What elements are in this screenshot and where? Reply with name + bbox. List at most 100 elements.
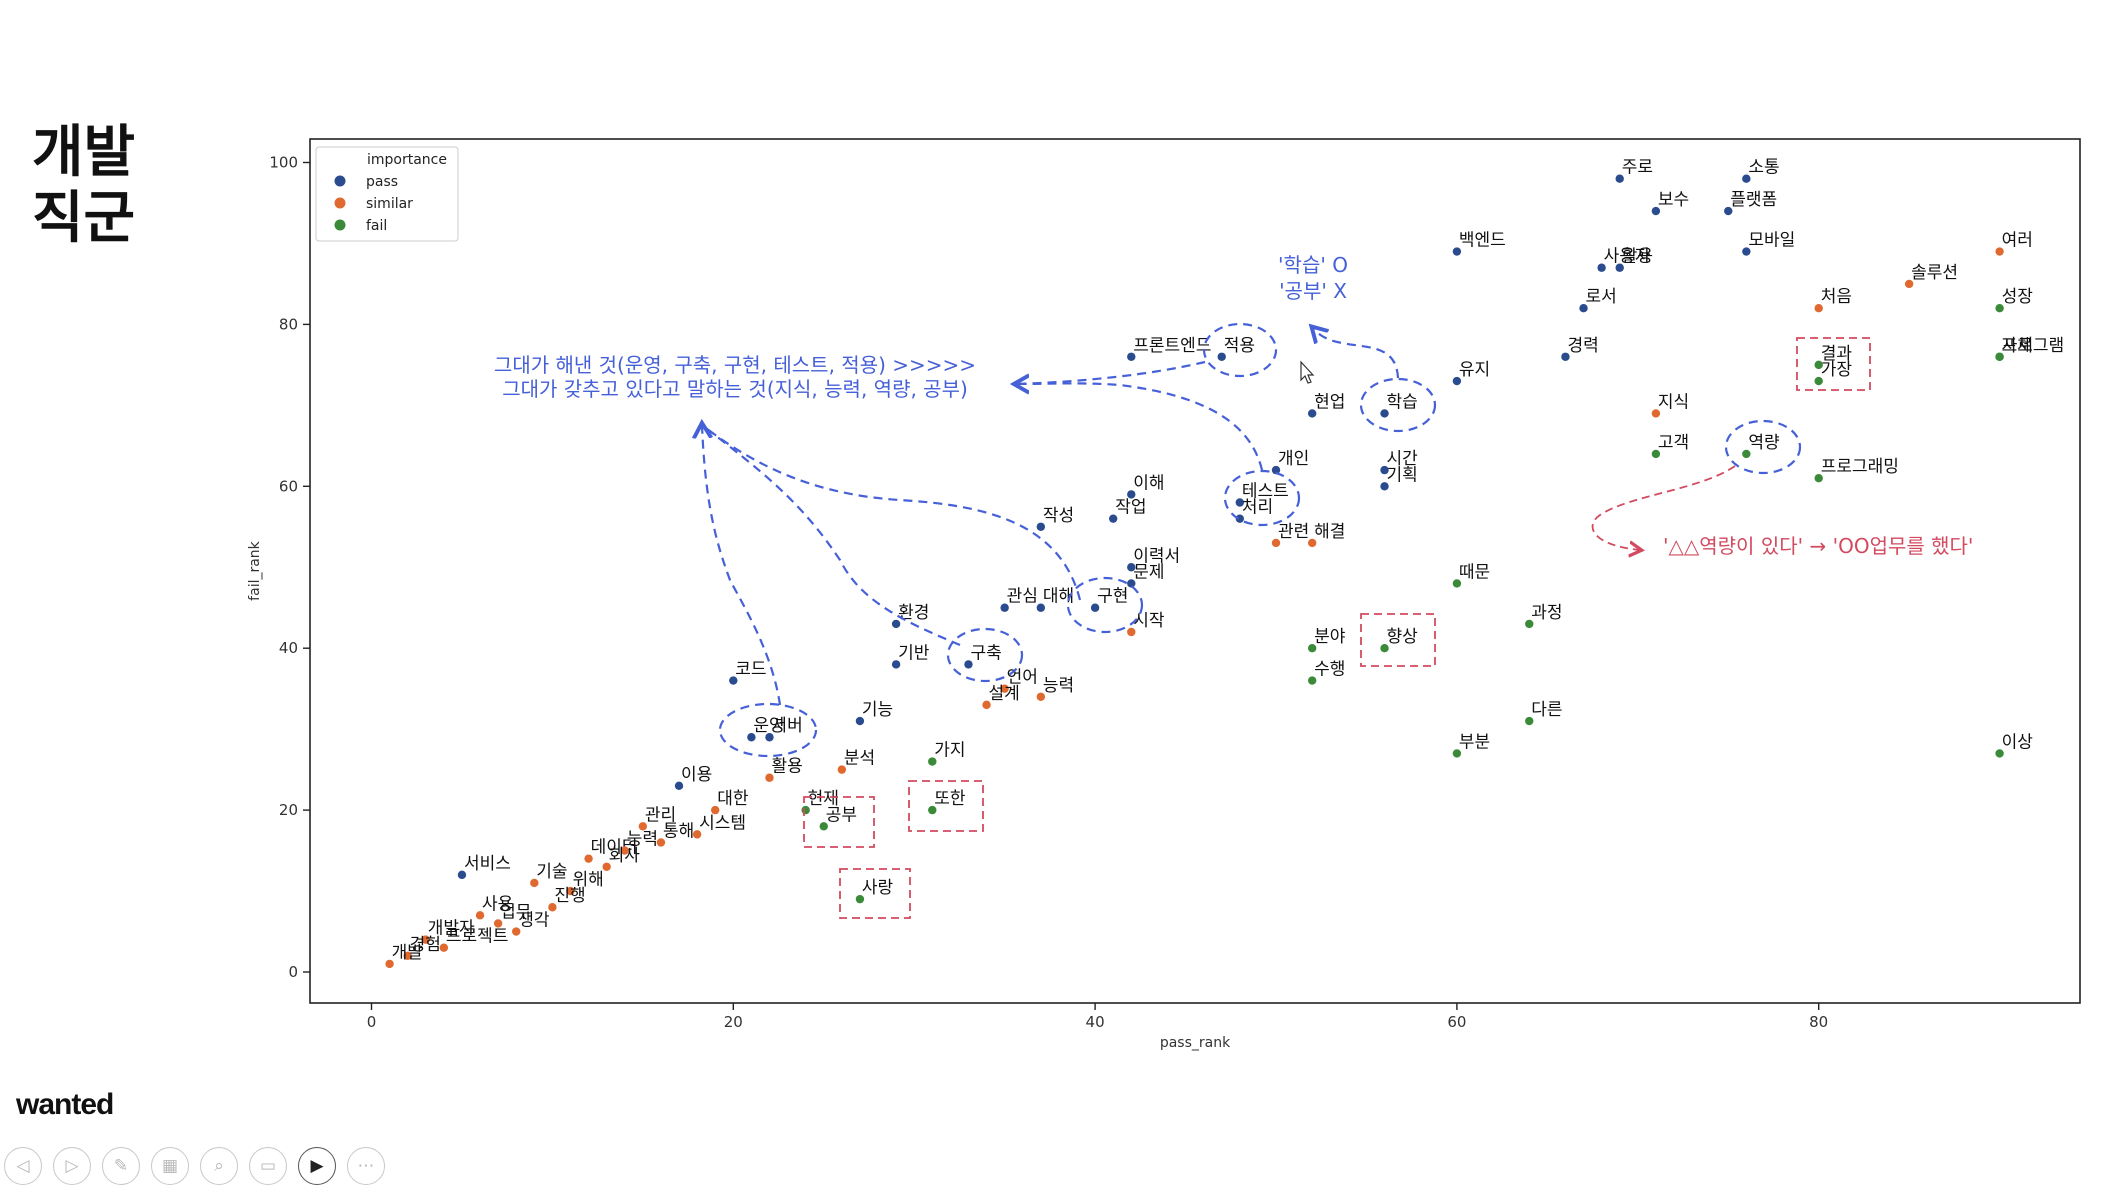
data-point-pass [1742, 174, 1751, 183]
point-label: 구축 [970, 643, 1001, 663]
point-label: 사랑 [862, 878, 894, 898]
arrow-학습 [1313, 328, 1400, 379]
point-label: 기반 [898, 643, 930, 663]
subtitles-icon[interactable]: ▭ [249, 1147, 287, 1185]
data-point-pass [1307, 409, 1317, 418]
legend-label-fail: fail [366, 218, 387, 234]
point-label: 서버 [771, 716, 802, 736]
data-point-pass [1000, 603, 1009, 612]
point-label: 때문 [1459, 562, 1490, 582]
data-point-similar [692, 830, 702, 839]
data-point-pass [1036, 522, 1046, 531]
point-label: 보수 [1658, 190, 1689, 210]
point-label: 생각 [518, 911, 550, 931]
point-label: 관리 [645, 805, 676, 825]
point-label: 분석 [844, 749, 875, 769]
data-point-pass [747, 733, 756, 742]
point-label: 다른 [1531, 700, 1562, 720]
data-point-similar [1127, 627, 1136, 637]
point-label: 관심 [1007, 587, 1038, 607]
y-tick-label: 80 [279, 315, 298, 333]
data-point-similar [512, 927, 521, 936]
data-point-fail [1995, 749, 2004, 758]
annotation-learn-line2: '공부' X [1279, 279, 1347, 303]
arrow-역량 [1591, 465, 1736, 550]
point-label: 개발자 [428, 919, 475, 939]
point-label: 가장 [1821, 360, 1853, 380]
point-label: 업무 [500, 902, 531, 922]
legend-marker-pass [334, 175, 346, 187]
slides-grid-icon[interactable]: ▦ [151, 1147, 189, 1185]
point-label: 프로그램 [2002, 336, 2065, 356]
chart-frame [309, 138, 2081, 1004]
point-label: 기능 [862, 700, 893, 720]
data-point-pass [1127, 352, 1136, 361]
circle-역량 [1724, 419, 1802, 475]
point-label: 시작 [1133, 611, 1165, 631]
point-label: 사용 [482, 894, 513, 914]
point-label: 플랫폼 [1730, 190, 1777, 210]
zoom-icon[interactable]: ⌕ [200, 1147, 238, 1185]
data-point-similar [584, 854, 593, 863]
data-point-similar [982, 700, 991, 710]
data-point-fail [1452, 749, 1462, 758]
slide-title-line2: 직군 [32, 186, 136, 251]
data-point-pass [891, 660, 901, 669]
data-point-fail [1995, 304, 2004, 313]
legend-box [315, 146, 459, 242]
point-label: 기획 [1387, 465, 1418, 485]
data-point-similar [1995, 247, 2004, 256]
point-label: 지식 [1658, 392, 1689, 412]
data-point-similar [421, 935, 430, 944]
data-point-fail [1307, 644, 1317, 653]
data-point-similar [602, 862, 611, 871]
point-label: 이해 [1133, 473, 1164, 493]
legend-label-pass: pass [366, 174, 398, 190]
y-tick-label: 20 [279, 801, 298, 819]
point-label: 대해 [1043, 587, 1074, 607]
next-slide-icon[interactable]: ▷ [53, 1147, 91, 1185]
point-label: 현재 [808, 789, 839, 809]
circle-구축 [946, 627, 1024, 683]
point-label: 통해 [663, 821, 694, 841]
data-point-similar [711, 805, 720, 815]
point-label: 이상 [2002, 732, 2034, 752]
legend-marker-similar [334, 197, 346, 209]
data-point-pass [1271, 465, 1281, 475]
point-label: 역량 [1748, 433, 1780, 453]
point-label: 학습 [1387, 392, 1418, 412]
prev-slide-icon[interactable]: ◁ [4, 1147, 42, 1185]
point-label: 문제 [1133, 562, 1164, 582]
camera-icon[interactable]: ▶ [298, 1147, 336, 1185]
point-label: 위해 [572, 870, 603, 890]
point-label: 프로젝트 [446, 927, 509, 947]
data-point-similar [1651, 409, 1661, 418]
arrow-테스트 [1016, 383, 1264, 471]
pen-icon[interactable]: ✎ [102, 1147, 140, 1185]
point-label: 사용자 [1604, 247, 1651, 267]
point-label: 개인 [1278, 449, 1309, 469]
x-tick-label: 80 [1809, 1013, 1828, 1031]
point-label: 경력 [1567, 336, 1598, 356]
point-label: 처음 [1821, 287, 1852, 307]
point-label: 유지 [1459, 360, 1490, 380]
point-label: 시스템 [699, 813, 746, 833]
more-icon[interactable]: ⋯ [347, 1147, 385, 1185]
point-label: 로서 [1586, 287, 1617, 307]
point-label: 작성 [1043, 506, 1074, 526]
data-point-pass [1108, 514, 1118, 523]
annotations: 그대가 해낸 것(운영, 구축, 구현, 테스트, 적용) >>>>>그대가 갖… [494, 253, 1973, 919]
circle-구현 [1066, 576, 1144, 634]
slide-title: 개발 직군 [32, 120, 135, 252]
point-label: 분야 [1314, 627, 1346, 647]
point-label: 개발 [392, 943, 424, 963]
point-label: 가지 [934, 741, 965, 761]
data-point-pass [964, 660, 973, 669]
data-point-similar [566, 886, 575, 896]
data-point-pass [674, 781, 684, 791]
y-tick-label: 60 [279, 477, 298, 495]
point-label: 프로그래밍 [1821, 457, 1899, 477]
circle-학습 [1359, 377, 1437, 433]
point-label: 구현 [1097, 587, 1128, 607]
chart-legend: importance pass similar fail [315, 146, 459, 242]
